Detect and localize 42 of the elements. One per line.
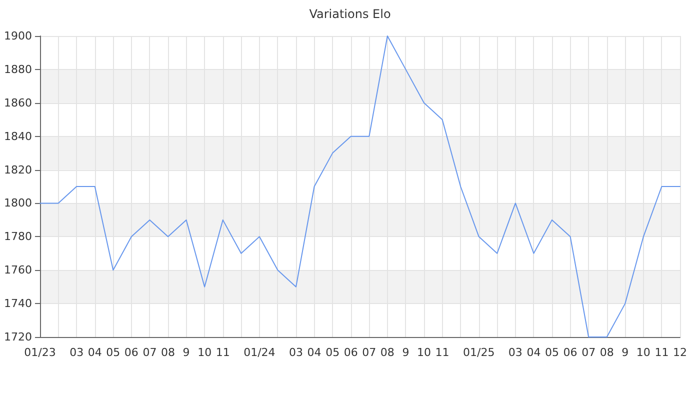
y-tick-label: 1780 xyxy=(4,230,32,244)
x-tick-label: 04 xyxy=(88,346,102,359)
y-tick-label: 1820 xyxy=(4,163,32,176)
chart-title: Variations Elo xyxy=(309,7,391,21)
x-tick-label: 03 xyxy=(508,346,522,359)
y-tick-label: 1860 xyxy=(4,96,32,110)
x-tick-label: 9 xyxy=(622,346,629,359)
x-tick-label: 01/24 xyxy=(244,346,276,359)
x-tick-label: 05 xyxy=(326,346,340,359)
x-tick-label: 10 xyxy=(417,346,431,359)
x-tick-label: 04 xyxy=(526,346,541,359)
x-tick-label: 06 xyxy=(124,346,138,359)
x-tick-label: 01/25 xyxy=(463,346,495,359)
x-tick-label: 08 xyxy=(600,346,614,359)
x-tick-label: 06 xyxy=(563,346,578,359)
x-tick-label: 06 xyxy=(344,346,358,359)
x-tick-label: 01/23 xyxy=(24,346,56,359)
y-tick-label: 1880 xyxy=(4,62,32,76)
x-tick-label: 11 xyxy=(654,346,669,359)
x-tick-label: 03 xyxy=(70,346,84,359)
y-tick-label: 1900 xyxy=(4,30,32,42)
x-tick-label: 12 xyxy=(673,346,687,359)
x-tick-label: 04 xyxy=(307,346,322,359)
y-tick-label: 1740 xyxy=(4,297,32,310)
x-tick-label: 10 xyxy=(198,346,212,359)
x-tick-label: 11 xyxy=(216,346,230,359)
y-tick-label: 1720 xyxy=(4,330,32,344)
x-tick-label: 05 xyxy=(106,346,120,359)
y-tick-label: 1840 xyxy=(4,130,32,143)
x-tick-label: 03 xyxy=(289,346,303,359)
x-tick-label: 11 xyxy=(435,346,450,359)
x-tick-label: 05 xyxy=(545,346,559,359)
y-tick-label: 1760 xyxy=(4,264,32,277)
x-tick-label: 07 xyxy=(582,346,596,359)
y-tick-label: 1800 xyxy=(4,196,32,210)
x-tick-label: 07 xyxy=(142,346,157,359)
x-tick-label: 10 xyxy=(636,346,650,359)
x-tick-label: 9 xyxy=(182,346,190,359)
x-tick-label: 08 xyxy=(161,346,175,359)
x-tick-label: 07 xyxy=(362,346,376,359)
x-tick-label: 08 xyxy=(380,346,394,359)
x-tick-label: 9 xyxy=(402,346,410,359)
